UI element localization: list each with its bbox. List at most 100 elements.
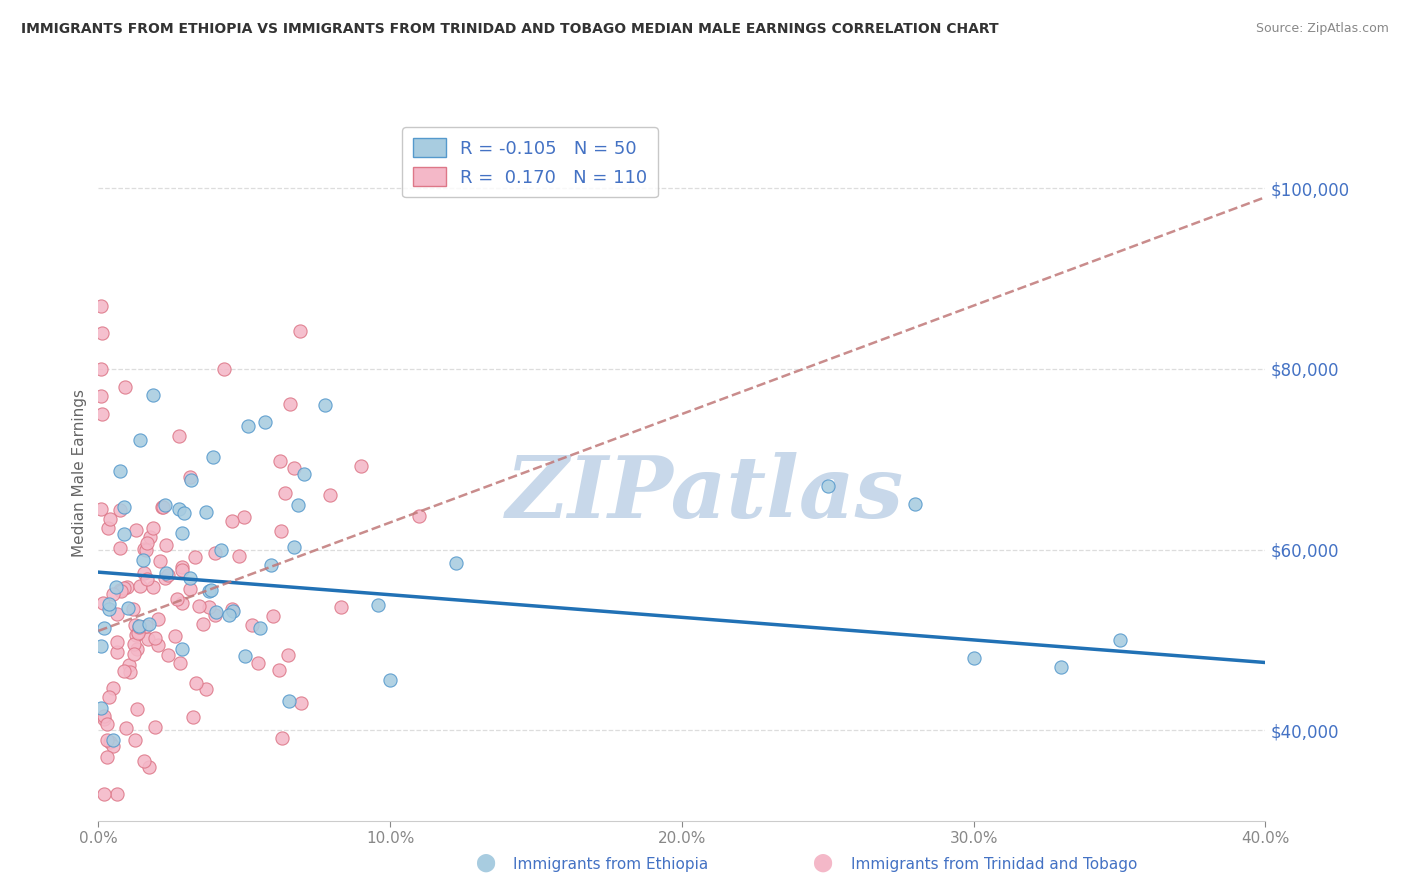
Point	[96, 750, 118, 764]
Point	[143, 720, 166, 734]
Legend: R = -0.105   N = 50, R =  0.170   N = 110: R = -0.105 N = 50, R = 0.170 N = 110	[402, 127, 658, 197]
Point	[172, 526, 194, 541]
Point	[288, 324, 311, 338]
Point	[136, 572, 159, 586]
Point	[125, 641, 148, 656]
Point	[236, 419, 259, 434]
Point	[148, 612, 170, 626]
Point	[271, 731, 294, 746]
Point	[292, 467, 315, 482]
Point	[290, 697, 312, 711]
Point	[378, 673, 401, 687]
Point	[180, 473, 202, 487]
Point	[105, 787, 128, 801]
Text: Source: ZipAtlas.com: Source: ZipAtlas.com	[1256, 22, 1389, 36]
Point	[904, 497, 927, 511]
Point	[172, 563, 194, 577]
Point	[136, 536, 159, 550]
Point	[142, 521, 165, 535]
Point	[350, 458, 373, 473]
Point	[277, 648, 299, 662]
Point	[93, 709, 115, 723]
Point	[228, 549, 250, 563]
Point	[93, 787, 115, 801]
Point	[269, 663, 291, 677]
Point	[112, 526, 135, 541]
Point	[118, 658, 141, 673]
Point	[444, 556, 467, 570]
Point	[188, 599, 211, 614]
Point	[117, 580, 139, 594]
Text: ZIPatlas: ZIPatlas	[506, 452, 904, 535]
Point	[96, 716, 118, 731]
Point	[101, 586, 124, 600]
Point	[105, 635, 128, 649]
Text: ⬤: ⬤	[813, 854, 832, 872]
Point	[278, 694, 301, 708]
Point	[278, 397, 301, 411]
Point	[97, 521, 120, 535]
Point	[112, 500, 135, 514]
Point	[221, 515, 243, 529]
Point	[153, 499, 176, 513]
Point	[240, 617, 263, 632]
Point	[198, 600, 221, 615]
Point	[90, 701, 112, 715]
Point	[125, 523, 148, 537]
Point	[254, 415, 277, 429]
Point	[330, 599, 353, 614]
Point	[262, 609, 284, 624]
Text: Immigrants from Ethiopia: Immigrants from Ethiopia	[513, 857, 709, 872]
Point	[195, 682, 218, 697]
Point	[138, 760, 160, 774]
Point	[98, 734, 121, 748]
Point	[117, 601, 139, 615]
Point	[98, 690, 121, 705]
Point	[259, 558, 281, 572]
Point	[170, 560, 193, 574]
Point	[221, 601, 243, 615]
Text: IMMIGRANTS FROM ETHIOPIA VS IMMIGRANTS FROM TRINIDAD AND TOBAGO MEDIAN MALE EARN: IMMIGRANTS FROM ETHIOPIA VS IMMIGRANTS F…	[21, 22, 998, 37]
Point	[139, 530, 162, 544]
Point	[101, 681, 124, 695]
Point	[134, 566, 156, 581]
Point	[200, 582, 222, 597]
Point	[114, 380, 136, 394]
Point	[314, 399, 336, 413]
Point	[270, 524, 292, 538]
Point	[274, 486, 297, 500]
Point	[204, 546, 226, 560]
Point	[129, 434, 152, 448]
Point	[367, 598, 389, 612]
Point	[202, 450, 225, 464]
Point	[173, 506, 195, 520]
Point	[122, 647, 145, 661]
Point	[204, 607, 226, 622]
Point	[142, 581, 165, 595]
Point	[169, 656, 191, 670]
Point	[184, 675, 207, 690]
Point	[98, 601, 121, 615]
Point	[233, 648, 256, 663]
Point	[198, 583, 221, 598]
Point	[101, 732, 124, 747]
Point	[110, 583, 132, 598]
Point	[96, 732, 118, 747]
Point	[283, 540, 305, 554]
Point	[122, 638, 145, 652]
Point	[125, 628, 148, 642]
Point	[93, 712, 115, 726]
Point	[118, 665, 141, 679]
Point	[105, 607, 128, 621]
Point	[93, 621, 115, 635]
Point	[817, 479, 839, 493]
Point	[1050, 660, 1073, 674]
Point	[157, 648, 180, 662]
Point	[155, 566, 177, 580]
Point	[1108, 632, 1130, 647]
Text: Immigrants from Trinidad and Tobago: Immigrants from Trinidad and Tobago	[851, 857, 1137, 872]
Point	[112, 581, 135, 595]
Point	[90, 640, 112, 654]
Point	[90, 362, 112, 376]
Point	[128, 620, 150, 634]
